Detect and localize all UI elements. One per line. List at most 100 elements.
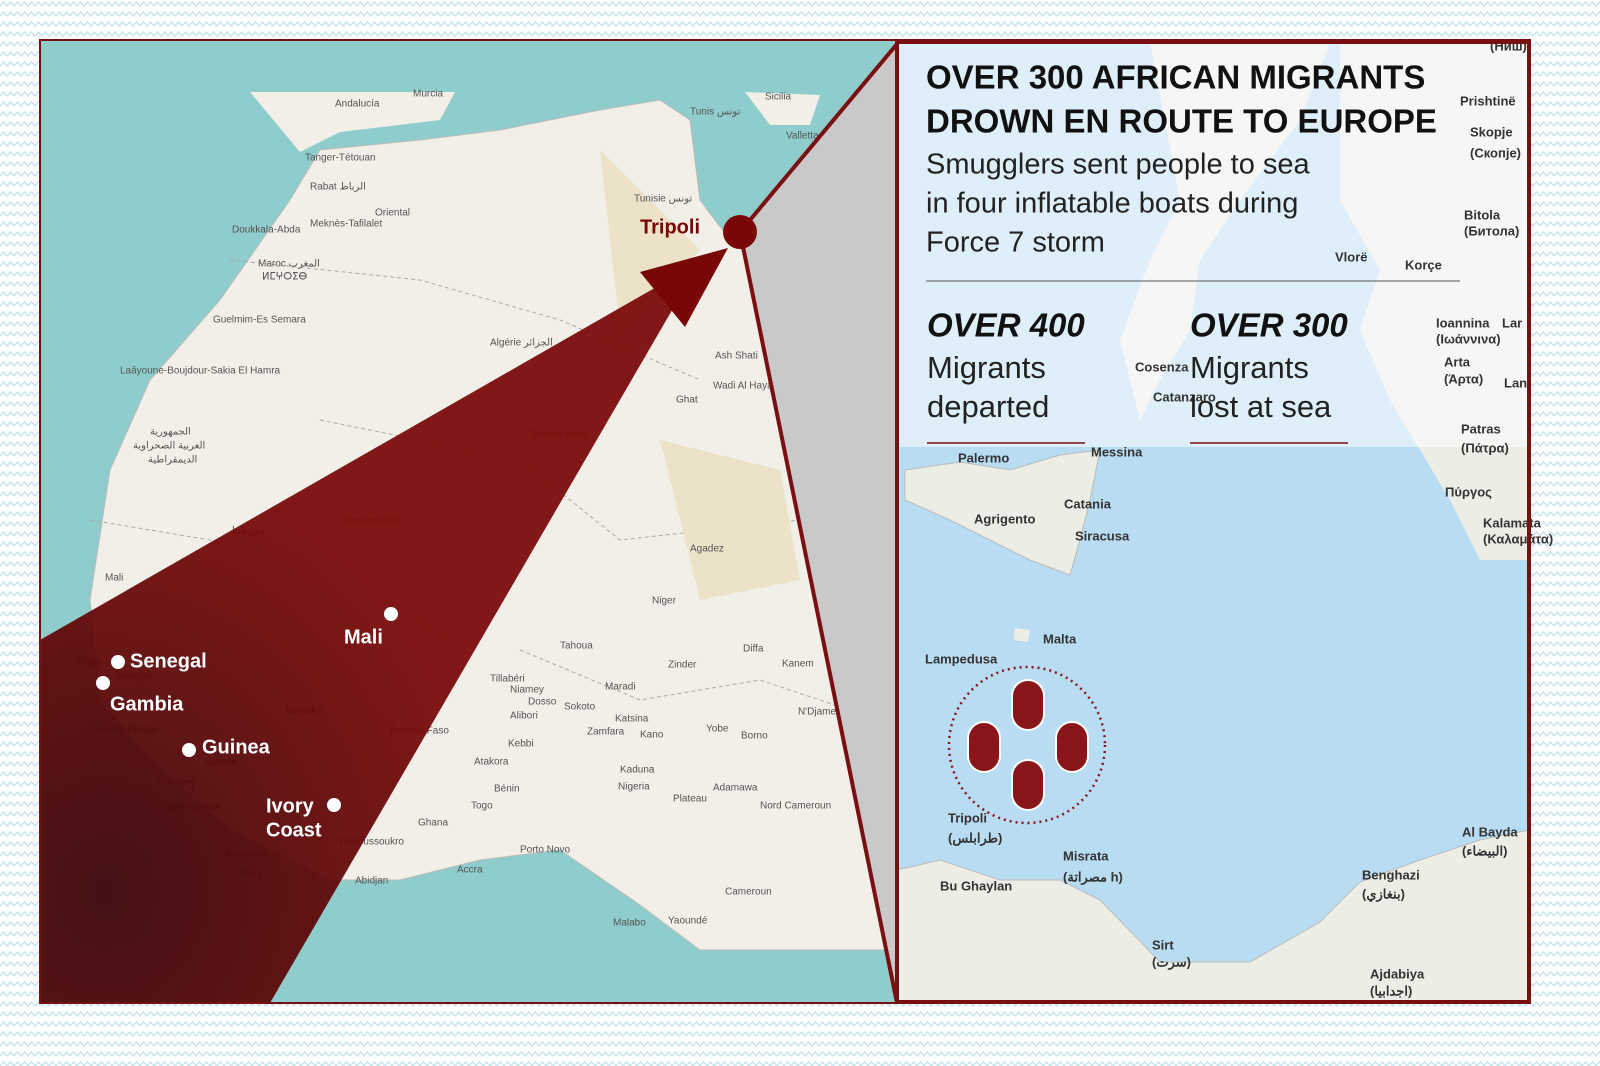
map-label: Bitola (1464, 207, 1501, 222)
base-label: Agadez (690, 544, 724, 555)
base-label: Plateau (673, 794, 707, 805)
map-label: Arta (1444, 354, 1471, 369)
base-label: Tunis تونس (690, 107, 741, 118)
stat-label: Migrants (927, 350, 1046, 385)
base-label: Togo (471, 801, 493, 812)
base-label: Malabo (613, 918, 646, 929)
subtitle: Smugglers sent people to sea (926, 149, 1311, 181)
map-label: (بنغازي) (1362, 886, 1405, 902)
map-label: (مصراتة h) (1063, 869, 1123, 885)
base-label: Ash Shati (715, 351, 758, 362)
map-label: (طرابلس) (948, 830, 1002, 846)
base-label: Porto Novo (520, 845, 570, 856)
origin-dot (96, 676, 110, 690)
origin-dot (111, 655, 125, 669)
destination-label: Tripoli (640, 216, 700, 238)
base-label: Rabat الرباط (310, 182, 366, 193)
base-label: Guelmim-Es Semara (213, 315, 306, 326)
map-label: Palermo (958, 450, 1009, 465)
base-label: الديمقراطية (148, 455, 197, 466)
zoom-line (738, 42, 899, 234)
map-label: Πύργος (1445, 484, 1492, 499)
map-label: Skopje (1470, 124, 1513, 139)
map-label: Cosenza (1135, 359, 1189, 374)
subtitle: in four inflatable boats during (926, 188, 1298, 220)
base-label: Yobe (706, 724, 729, 735)
map-label: Benghazi (1362, 867, 1420, 882)
tripoli-marker (723, 215, 757, 249)
frame (39, 39, 1531, 1004)
right-map (896, 42, 1530, 1003)
map-label: Bu Ghaylan (940, 878, 1012, 893)
map-label: Lampedusa (925, 651, 998, 666)
origin-label: Guinea (202, 736, 271, 758)
base-label: Niger (652, 596, 677, 607)
base-label: Diffa (743, 644, 764, 655)
map-label: Agrigento (974, 511, 1035, 526)
origin-label: Ivory (266, 795, 315, 817)
base-label: Tillabéri (490, 674, 525, 685)
map-label: Ajdabiya (1370, 966, 1425, 981)
zoom-line (738, 231, 899, 1004)
origin-dot (327, 798, 341, 812)
base-label: Wadi Al Hayaa (713, 381, 779, 392)
base-label: Murcia (413, 89, 443, 100)
base-label: Nigeria (618, 782, 650, 793)
title: OVER 300 AFRICAN MIGRANTS (926, 59, 1425, 96)
stat-label: Migrants (1190, 350, 1309, 385)
stat-number: OVER 300 (1190, 307, 1348, 344)
map-label: (اجدابيا) (1370, 983, 1412, 998)
base-label: الجمهورية (150, 427, 191, 438)
map-label: Messina (1091, 444, 1143, 459)
route-arrowhead (640, 248, 728, 327)
land (250, 92, 455, 152)
base-label: Valletta (786, 131, 819, 142)
base-label: Doukkala-Abda (232, 225, 301, 236)
route-wedge (40, 262, 700, 1003)
base-label: Kebbi (508, 739, 534, 750)
base-label: Mali (105, 573, 123, 584)
land (745, 92, 820, 125)
boat (967, 721, 1001, 773)
map-label: Siracusa (1075, 528, 1130, 543)
base-label: Tunisie تونس (634, 194, 692, 205)
map-label: Al Bayda (1462, 824, 1518, 839)
boat (1011, 759, 1045, 811)
map-label: Ioannina (1436, 315, 1490, 330)
borders (89, 259, 881, 721)
map-label: Lan (1504, 375, 1527, 390)
base-label: Maradi (605, 682, 636, 693)
sicily (904, 449, 1101, 576)
base-label: Adamawa (713, 783, 758, 794)
base-label: Meknès-Tafilalet (310, 219, 382, 230)
base-label: Katsina (615, 714, 649, 725)
base-label: Ghat (676, 395, 698, 406)
base-label: Borno (741, 731, 768, 742)
map-label: (Άρτα) (1444, 371, 1483, 386)
base-label: Zinder (668, 660, 697, 671)
map-label: (سرت) (1152, 954, 1191, 970)
base-label: Kanem (782, 659, 814, 670)
base-label: Dosso (528, 697, 557, 708)
origin-label: Gambia (110, 693, 184, 715)
base-label: Nord Cameroun (760, 801, 831, 812)
base-label: العربية الصحراوية (133, 441, 205, 452)
origin-label: Mali (344, 626, 383, 648)
origin-label: Senegal (130, 650, 207, 672)
stat-label: departed (927, 389, 1049, 424)
base-label: Tahoua (560, 641, 593, 652)
zoom-connector (740, 44, 897, 1003)
base-label: Cameroun (725, 887, 772, 898)
map-label: Tripoli (948, 810, 987, 825)
base-label: Atakora (474, 757, 509, 768)
subtitle: Force 7 storm (926, 227, 1105, 259)
map-label: Prishtinë (1460, 93, 1516, 108)
base-label: Algérie الجزائر (490, 338, 553, 349)
map-label: Sirt (1152, 937, 1174, 952)
base-label: Yaoundé (668, 916, 708, 927)
origin-label: Coast (266, 819, 322, 841)
title: DROWN EN ROUTE TO EUROPE (926, 103, 1437, 140)
origin-dot (182, 743, 196, 757)
map-label: (Скопје) (1470, 145, 1521, 160)
map-label: (Πάτρα) (1461, 440, 1509, 455)
